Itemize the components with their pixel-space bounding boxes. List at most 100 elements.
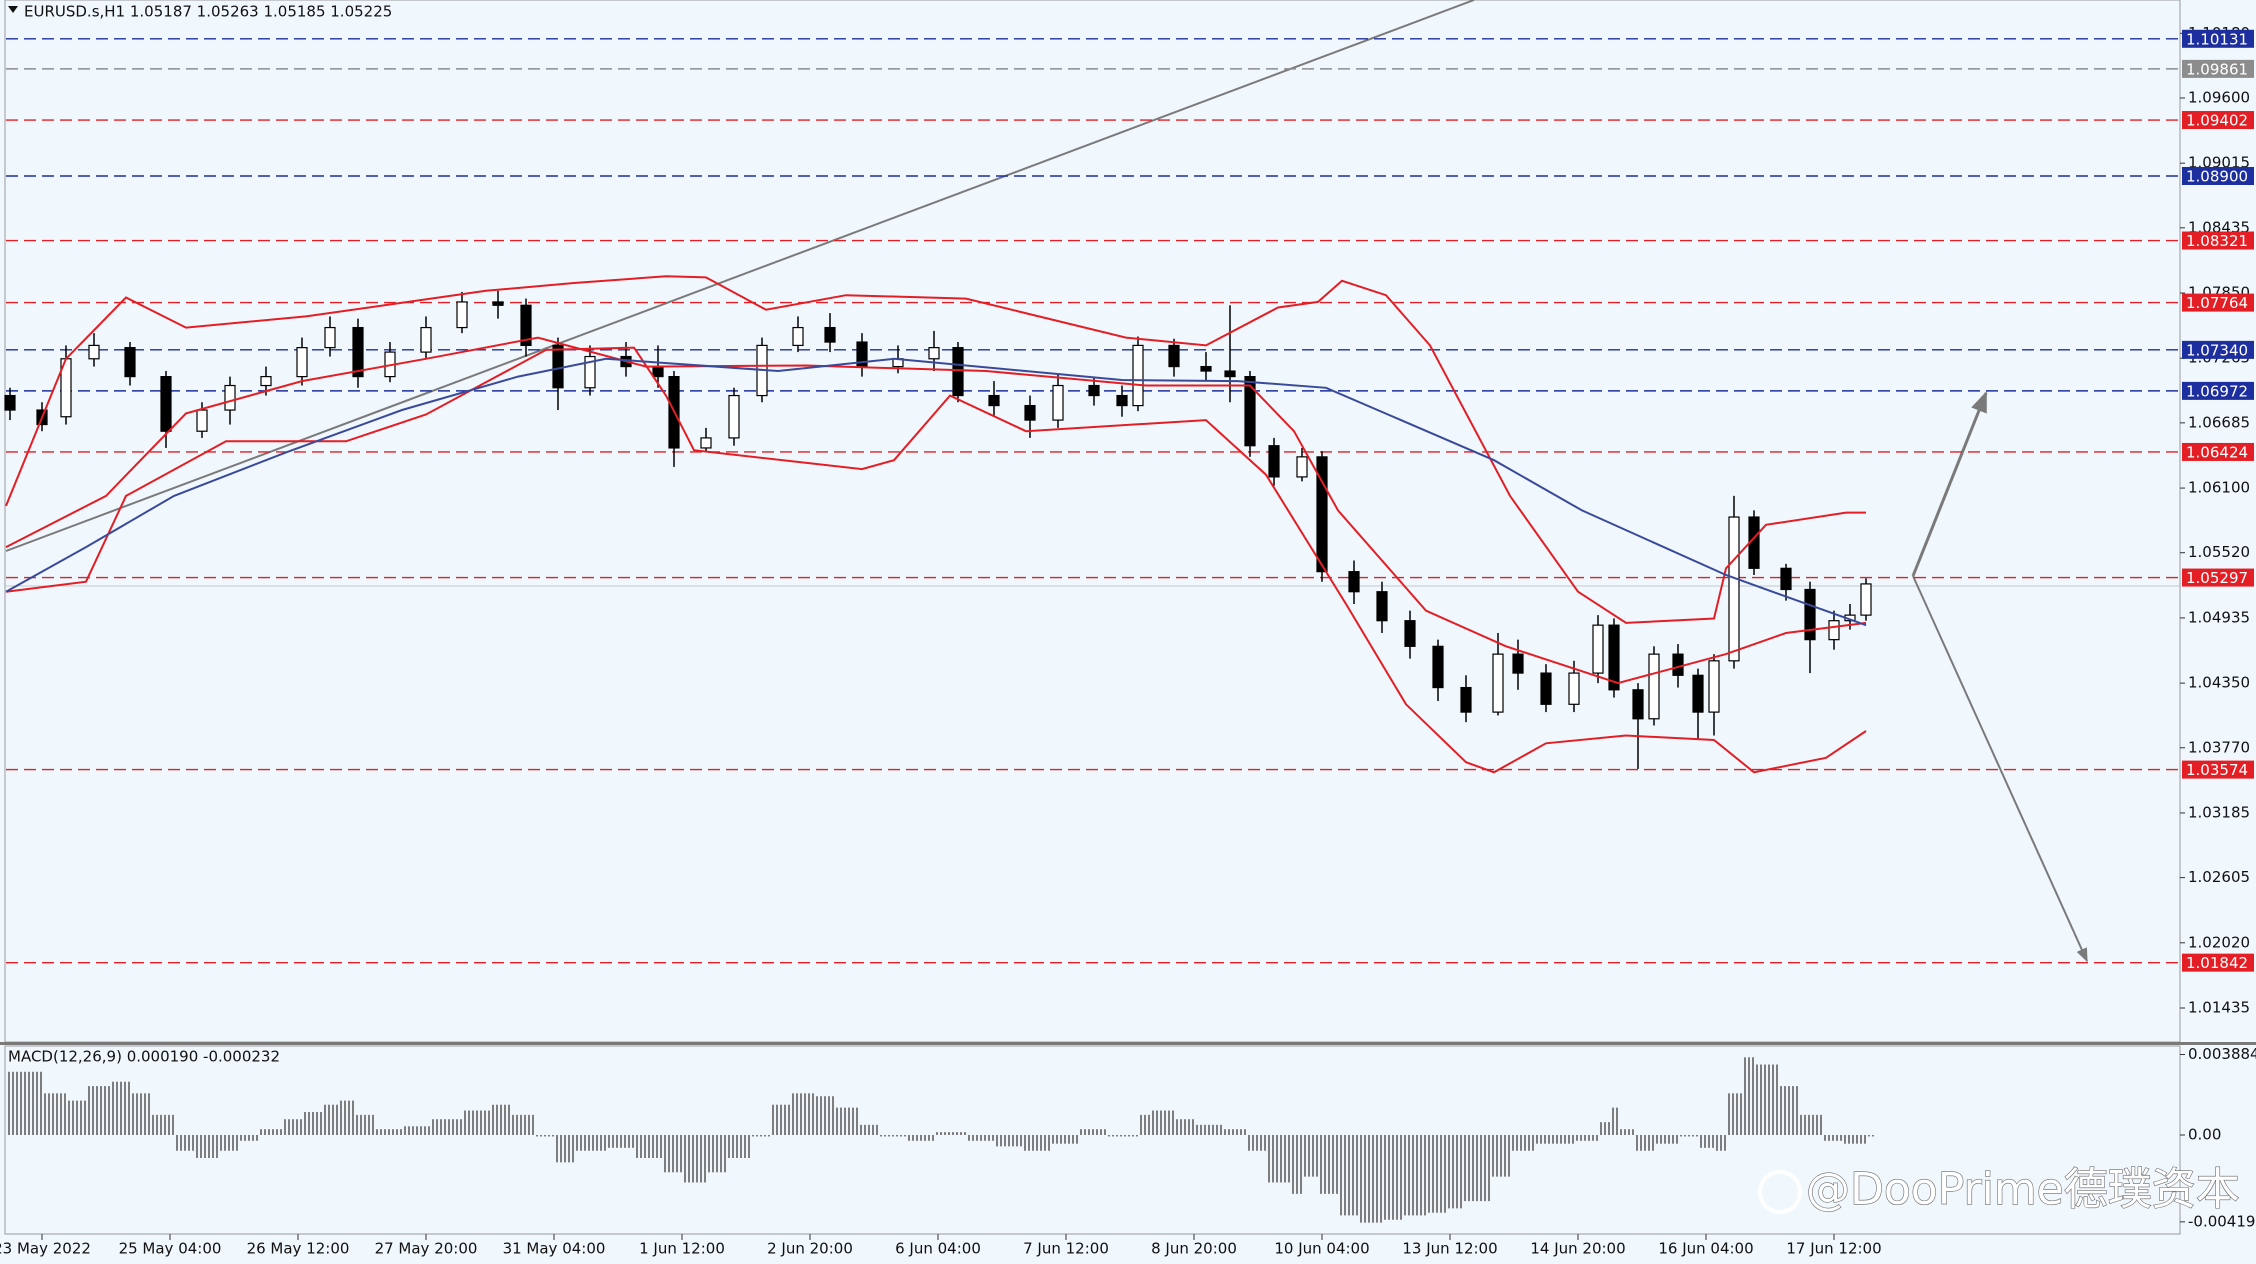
y-tick-label: 1.01435 bbox=[2188, 999, 2250, 1017]
macd-bar bbox=[354, 1114, 374, 1135]
x-tick-label: 17 Jun 12:00 bbox=[1786, 1240, 1881, 1258]
macd-bar bbox=[1150, 1110, 1174, 1135]
x-tick-label: 14 Jun 20:00 bbox=[1530, 1240, 1625, 1258]
indicator-line bbox=[5, 357, 1867, 627]
macd-bar bbox=[1842, 1134, 1866, 1144]
candle-body bbox=[928, 347, 940, 360]
level-label-box bbox=[2182, 166, 2254, 185]
symbol-menu[interactable] bbox=[8, 6, 18, 13]
y-tick-label: 1.05520 bbox=[2188, 543, 2250, 561]
candle-body bbox=[1244, 376, 1256, 447]
macd-bar bbox=[934, 1132, 966, 1135]
macd-bar bbox=[662, 1134, 682, 1173]
macd-bar bbox=[790, 1093, 814, 1135]
macd-bar bbox=[110, 1081, 130, 1135]
candle-body bbox=[160, 376, 172, 432]
macd-header: MACD(12,26,9) 0.000190 -0.000232 bbox=[8, 1048, 280, 1066]
macd-bar bbox=[834, 1107, 858, 1135]
watermark-logo bbox=[1758, 1170, 1802, 1214]
candle-body bbox=[1376, 591, 1388, 622]
candle-body bbox=[792, 326, 804, 347]
macd-bar bbox=[1462, 1134, 1490, 1202]
candle-body bbox=[1568, 672, 1580, 705]
candle-body bbox=[4, 394, 16, 411]
macd-bar bbox=[682, 1134, 706, 1183]
macd-bar bbox=[1266, 1134, 1290, 1183]
candle-body bbox=[1648, 653, 1660, 720]
candle-body bbox=[1672, 653, 1684, 676]
macd-bar bbox=[1106, 1134, 1138, 1137]
candle-body bbox=[492, 301, 504, 306]
macd-bar bbox=[462, 1110, 490, 1135]
macd-bar bbox=[218, 1134, 238, 1151]
macd-bar bbox=[1678, 1134, 1698, 1137]
macd-bar bbox=[1634, 1134, 1654, 1151]
macd-bar bbox=[374, 1129, 402, 1135]
candle-body bbox=[1088, 384, 1100, 397]
x-tick-label: 2 Jun 20:00 bbox=[767, 1240, 853, 1258]
macd-bar bbox=[750, 1134, 770, 1137]
candle-body bbox=[420, 326, 432, 353]
candle-body bbox=[324, 326, 336, 349]
candle-body bbox=[728, 394, 740, 439]
candle-body bbox=[1592, 624, 1604, 674]
indicator-line bbox=[5, 346, 1867, 774]
candle-body bbox=[1132, 344, 1144, 407]
x-tick-label: 13 Jun 12:00 bbox=[1402, 1240, 1497, 1258]
macd-bar bbox=[994, 1134, 1022, 1147]
candle-body bbox=[1116, 394, 1128, 407]
level-label-box bbox=[2182, 29, 2254, 48]
x-tick-label: 31 May 04:00 bbox=[503, 1240, 606, 1258]
macd-bar bbox=[1050, 1134, 1078, 1144]
y-tick-label: 1.04350 bbox=[2188, 674, 2250, 692]
x-tick-label: 7 Jun 12:00 bbox=[1023, 1240, 1109, 1258]
candle-body bbox=[1540, 672, 1552, 705]
candle-body bbox=[1348, 571, 1360, 593]
macd-bar bbox=[1654, 1134, 1678, 1144]
plot-layer: 1.101801.096001.090151.084351.078501.072… bbox=[0, 24, 2256, 1258]
candle-body bbox=[1708, 660, 1720, 713]
candle-body bbox=[1268, 445, 1280, 478]
macd-bar bbox=[814, 1096, 834, 1135]
candle-body bbox=[1460, 686, 1472, 713]
macd-bar bbox=[282, 1119, 302, 1135]
candle-body bbox=[584, 355, 596, 389]
macd-bar bbox=[1302, 1134, 1318, 1177]
y-tick-label: 1.06685 bbox=[2188, 413, 2250, 431]
candle-body bbox=[1828, 620, 1840, 641]
y-tick-label: 1.09600 bbox=[2188, 88, 2250, 106]
candle-body bbox=[1512, 653, 1524, 674]
macd-bar bbox=[1778, 1086, 1798, 1135]
macd-bar bbox=[510, 1114, 534, 1135]
x-tick-label: 26 May 12:00 bbox=[247, 1240, 350, 1258]
macd-bar bbox=[1022, 1134, 1050, 1151]
macd-bar bbox=[726, 1134, 750, 1158]
level-label-box bbox=[2182, 568, 2254, 587]
candle-body bbox=[1404, 620, 1416, 647]
macd-bar bbox=[606, 1134, 634, 1148]
level-label: 1.07764 bbox=[2186, 294, 2248, 312]
macd-bar bbox=[338, 1100, 354, 1135]
macd-bar bbox=[1338, 1134, 1358, 1216]
candle-body bbox=[520, 304, 532, 347]
macd-bar bbox=[402, 1126, 430, 1135]
macd-bar bbox=[1610, 1107, 1618, 1135]
macd-bar bbox=[966, 1134, 994, 1141]
macd-bar bbox=[634, 1134, 662, 1158]
macd-bar bbox=[1174, 1119, 1194, 1135]
candle-body bbox=[224, 384, 236, 411]
macd-bar bbox=[322, 1104, 338, 1135]
candle-body bbox=[456, 301, 468, 329]
macd-bar bbox=[1138, 1114, 1150, 1135]
y-tick-label: 0.003884 bbox=[2188, 1045, 2256, 1063]
candle-body bbox=[1860, 583, 1872, 616]
macd-bar bbox=[1698, 1134, 1714, 1148]
y-tick-label: 1.03770 bbox=[2188, 738, 2250, 756]
macd-bar bbox=[706, 1134, 726, 1173]
macd-bar bbox=[534, 1134, 554, 1137]
y-tick-label: 1.02020 bbox=[2188, 933, 2250, 951]
y-tick-label: 1.03185 bbox=[2188, 803, 2250, 821]
up-arrow bbox=[1911, 391, 1988, 577]
level-label: 1.09402 bbox=[2186, 112, 2248, 130]
